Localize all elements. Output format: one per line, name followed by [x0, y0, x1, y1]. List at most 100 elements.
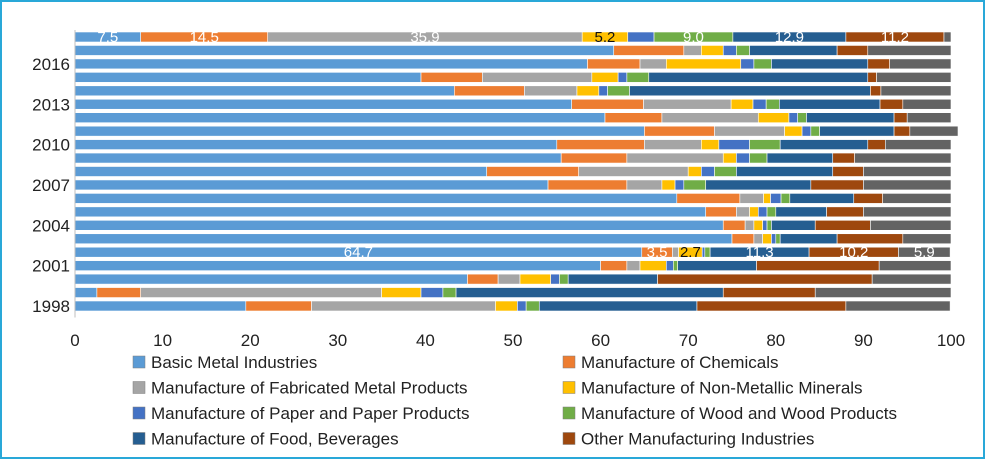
bar-segment-row19-series8	[814, 287, 952, 298]
bar-segment-row15-series4	[771, 233, 777, 245]
bar-segment-row14-series6	[771, 220, 816, 231]
y-tick-label: 2004	[32, 216, 70, 235]
legend-label-series1: Manufacture of Chemicals	[581, 353, 778, 372]
bar-segment-row20-series8	[845, 300, 951, 312]
bar-segment-row17-series0	[74, 260, 601, 271]
legend-swatch-series0	[132, 355, 146, 369]
bar-segment-row17-series4	[665, 260, 674, 271]
bar-segment-row5-series8	[902, 98, 952, 110]
bar-segment-row14-series1	[722, 220, 746, 231]
bar-segment-row9-series1	[560, 152, 628, 164]
bar-segment-row16-series5	[704, 246, 711, 258]
bar-segment-row7-series3	[784, 125, 803, 137]
bar-segment-row19-series2	[140, 287, 382, 298]
bar-segment-row13-series1	[705, 206, 737, 218]
x-tick-label: 80	[766, 331, 785, 350]
bar-segment-row7-series1	[644, 125, 715, 137]
bar-segment-row15-series0	[74, 233, 733, 245]
bar-segment-row3-series6	[648, 72, 869, 83]
bar-segment-row18-series2	[497, 273, 521, 285]
bar-segment-row11-series0	[74, 179, 549, 191]
bar-segment-row4-series8	[880, 85, 952, 97]
bar-segment-row4-series1	[454, 85, 525, 97]
legend-label-series2: Manufacture of Fabricated Metal Products	[151, 379, 468, 398]
bar-segment-row19-series1	[96, 287, 142, 298]
legend-swatch-series2	[132, 381, 146, 394]
bar-segment-row10-series8	[863, 166, 952, 177]
bar-segment-row6-series6	[806, 112, 895, 123]
bar-segment-row18-series7	[657, 273, 873, 285]
y-tick-label: 2007	[32, 176, 70, 195]
bar-segment-row12-series5	[780, 193, 791, 204]
legend-label-series0: Basic Metal Industries	[151, 353, 317, 372]
legend-label-series6: Manufacture of Food, Beverages	[151, 430, 399, 449]
data-label-row0-series6: 12.9	[775, 29, 804, 46]
bar-segment-row2-series4	[740, 58, 755, 70]
x-tick-label: 90	[854, 331, 873, 350]
bar-segment-row19-series0	[74, 287, 98, 298]
bar-segment-row8-series1	[556, 139, 645, 150]
bar-segment-row0-series4	[627, 31, 655, 43]
bar-segment-row11-series2	[626, 179, 663, 191]
bar-segment-row2-series0	[74, 58, 588, 70]
bar-segment-row4-series6	[629, 85, 871, 97]
bar-segment-row10-series3	[687, 166, 702, 177]
bar-segment-row10-series5	[714, 166, 737, 177]
y-tick-label: 2013	[32, 95, 70, 114]
bar-segment-row0-series8	[943, 31, 952, 43]
data-label-row16-series0: 64.7	[344, 244, 373, 261]
bar-segment-row11-series5	[683, 179, 707, 191]
bar-segment-row20-series6	[538, 300, 698, 312]
data-label-row16-series8: 5.9	[914, 244, 935, 261]
data-label-row0-series5: 9.0	[683, 29, 704, 46]
bar-segment-row19-series4	[420, 287, 444, 298]
bar-segment-row2-series7	[867, 58, 890, 70]
legend-swatch-series4	[132, 406, 146, 420]
bar-segment-row11-series1	[547, 179, 628, 191]
bar-segment-row18-series4	[550, 273, 560, 285]
bar-segment-row5-series5	[765, 98, 780, 110]
bar-segment-row1-series2	[683, 45, 702, 56]
data-label-row16-series7: 10.2	[839, 244, 868, 261]
bar-segment-row10-series6	[736, 166, 834, 177]
bar-segment-row10-series7	[832, 166, 864, 177]
bar-segment-row17-series6	[677, 260, 757, 271]
legend-label-series3: Manufacture of Non-Metallic Minerals	[581, 379, 863, 398]
bar-segment-row3-series7	[867, 72, 877, 83]
bar-segment-row11-series8	[863, 179, 952, 191]
bar-segment-row13-series8	[863, 206, 952, 218]
bar-segment-row1-series0	[74, 45, 615, 56]
bar-segment-row1-series5	[736, 45, 750, 56]
bar-segment-row8-series7	[867, 139, 886, 150]
bar-segment-row1-series1	[613, 45, 685, 56]
bar-segment-row1-series8	[867, 45, 952, 56]
bar-segment-row5-series7	[879, 98, 904, 110]
bar-segment-row15-series7	[836, 233, 904, 245]
bar-segment-row5-series1	[571, 98, 644, 110]
bar-segment-row6-series3	[757, 112, 790, 123]
data-label-row0-series1: 14.5	[190, 29, 219, 46]
bar-segment-row11-series6	[705, 179, 812, 191]
bar-segment-row7-series2	[714, 125, 785, 137]
bar-segment-row5-series4	[752, 98, 767, 110]
bar-segment-row9-series0	[74, 152, 562, 164]
bar-segment-row1-series7	[836, 45, 869, 56]
bar-segment-row17-series1	[600, 260, 628, 271]
bar-segment-row13-series4	[757, 206, 768, 218]
bar-segment-row13-series2	[736, 206, 750, 218]
bar-segment-row11-series3	[661, 179, 676, 191]
data-label-row0-series0: 7.5	[97, 29, 118, 46]
bar-segment-row12-series7	[853, 193, 883, 204]
bar-segment-row4-series2	[524, 85, 578, 97]
bar-segment-row9-series3	[722, 152, 737, 164]
bar-segment-row7-series0	[74, 125, 645, 137]
bar-segment-row3-series3	[591, 72, 619, 83]
bar-segment-row14-series0	[74, 220, 724, 231]
bar-segment-row15-series6	[779, 233, 838, 245]
bar-segment-row4-series7	[870, 85, 882, 97]
bar-segment-row2-series2	[639, 58, 667, 70]
data-label-row0-series2: 35.9	[410, 29, 439, 46]
data-label-row0-series7: 11.2	[881, 29, 909, 46]
bar-segment-row7-series6	[819, 125, 895, 137]
bar-segment-row17-series2	[626, 260, 641, 271]
